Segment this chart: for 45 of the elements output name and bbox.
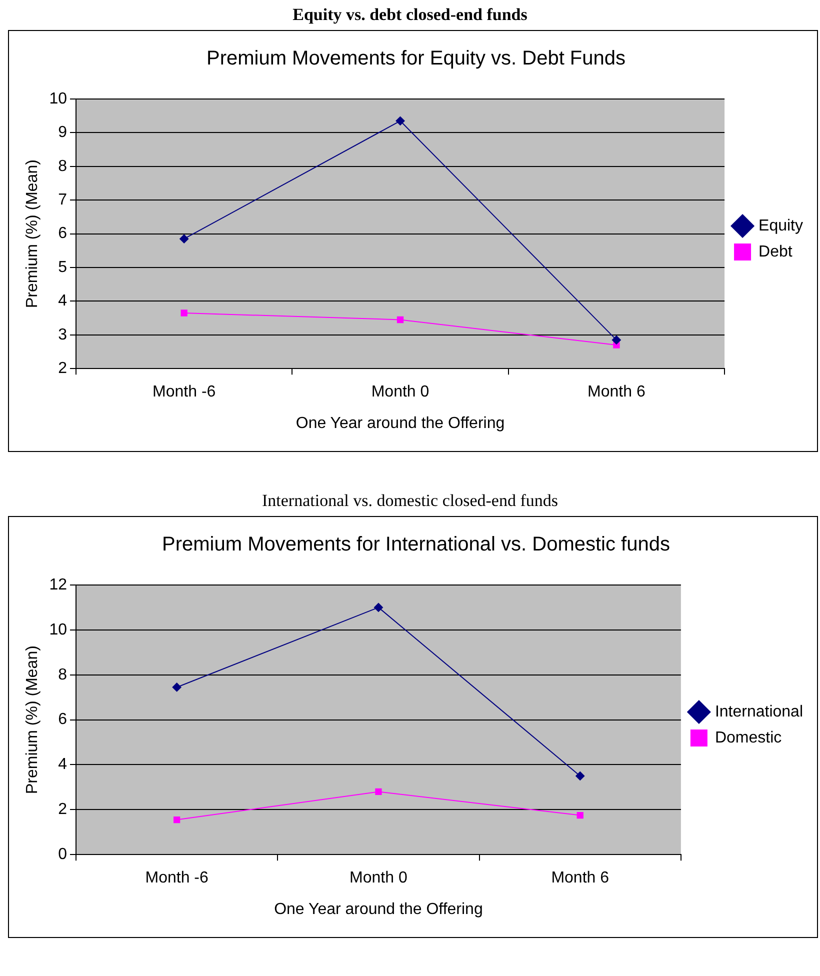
point	[172, 682, 182, 692]
y-tick-label: 5	[58, 258, 68, 276]
legend-label: International	[714, 703, 803, 720]
x-tick-label: Month 0	[371, 384, 430, 401]
point	[396, 316, 404, 324]
y-axis-title: Premium (%) (Mean)	[24, 160, 42, 308]
point	[612, 335, 621, 344]
y-tick-label: 0	[58, 846, 68, 864]
point	[374, 602, 383, 612]
x-tick-label: Month 0	[350, 870, 408, 887]
y-tick-label: 12	[49, 576, 68, 594]
y-tick-label: 2	[58, 801, 68, 818]
point	[180, 310, 188, 316]
x-tick-label: Month -6	[145, 870, 208, 887]
y-tick-label: 8	[58, 158, 68, 175]
legend-label: Debt	[758, 243, 793, 260]
y-tick-label: 4	[58, 756, 68, 774]
y-tick-label: 10	[49, 621, 68, 638]
text: Equity vs. debt closed-end funds	[292, 4, 528, 26]
x-tick-label: Month -6	[152, 384, 216, 401]
point	[396, 116, 405, 126]
point	[375, 788, 382, 796]
x-axis-title: One Year around the Offering	[274, 900, 483, 918]
y-tick-label: 6	[58, 225, 68, 242]
legend-label: Equity	[758, 217, 803, 234]
chart-title: Premium Movements for Equity vs. Debt Funds	[206, 48, 626, 70]
text: International vs. domestic closed-end funds	[260, 490, 559, 512]
y-tick-label: 7	[58, 192, 68, 209]
y-tick-label: 9	[58, 124, 68, 142]
y-tick-label: 10	[49, 90, 68, 108]
point	[173, 816, 180, 824]
point	[576, 771, 585, 780]
y-tick-label: 2	[58, 360, 68, 378]
chart-title: Premium Movements for International vs. Domestic funds	[162, 534, 670, 556]
x-axis-title: One Year around the Offering	[296, 414, 505, 432]
x-tick-label: Month 6	[588, 384, 646, 401]
y-tick-label: 3	[58, 326, 68, 344]
point	[576, 812, 584, 819]
y-tick-label: 4	[58, 292, 68, 310]
y-axis-title: Premium (%) (Mean)	[24, 646, 42, 794]
point	[180, 234, 189, 244]
x-tick-label: Month 6	[551, 870, 610, 887]
legend-label: Domestic	[714, 729, 782, 746]
y-tick-label: 6	[58, 711, 68, 728]
y-tick-label: 8	[58, 666, 68, 684]
